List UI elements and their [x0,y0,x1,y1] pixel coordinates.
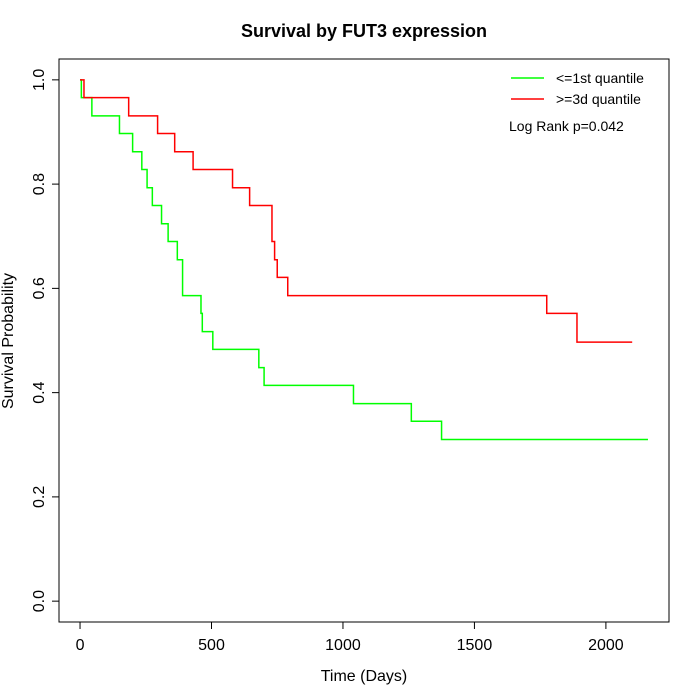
y-axis: 0.0 0.2 0.4 0.6 0.8 1.0 [31,69,60,612]
x-tick-label: 500 [198,637,225,654]
y-tick-label: 0.4 [31,381,48,403]
y-tick-label: 0.2 [31,486,48,508]
x-tick-label: 1500 [457,637,493,654]
x-axis: 0 500 1000 1500 2000 [76,621,624,654]
y-tick-label: 0.8 [31,173,48,195]
y-tick-label: 1.0 [31,69,48,91]
chart-title: Survival by FUT3 expression [241,21,487,41]
series-layer [80,79,648,441]
log-rank-annotation: Log Rank p=0.042 [509,118,624,134]
y-tick-label: 0.0 [31,590,48,612]
legend: <=1st quantile >=3d quantile [511,70,644,107]
x-tick-label: 1000 [325,637,361,654]
y-tick-label: 0.6 [31,277,48,299]
x-tick-label: 2000 [588,637,624,654]
x-tick-label: 0 [76,637,85,654]
survival-curve-1 [80,79,648,441]
legend-label: >=3d quantile [556,91,641,107]
x-axis-label: Time (Days) [321,668,408,685]
survival-curve-2 [80,79,633,343]
y-axis-label: Survival Probability [0,273,17,409]
legend-label: <=1st quantile [556,70,644,86]
